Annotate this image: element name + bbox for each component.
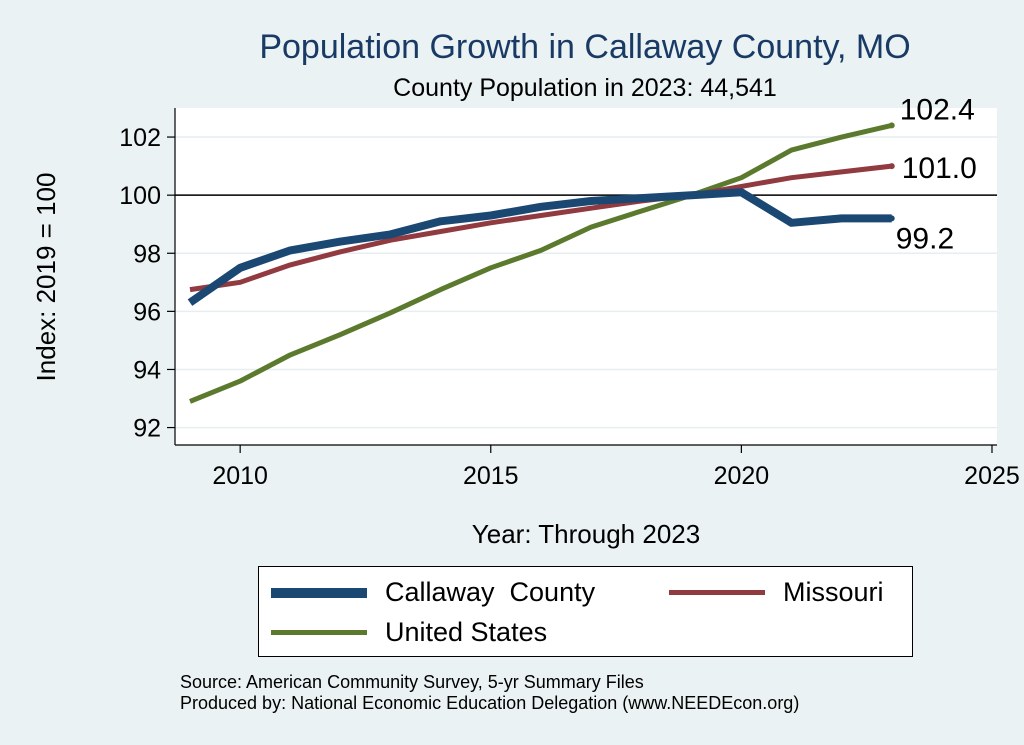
end-label-0: 99.2	[896, 222, 954, 255]
legend-item-us: United States	[271, 617, 547, 648]
series-endpoint-0	[888, 215, 895, 222]
chart-title: Population Growth in Callaway County, MO	[259, 28, 911, 66]
x-axis-label: Year: Through 2023	[472, 519, 700, 549]
legend-label-missouri: Missouri	[783, 577, 884, 607]
legend-item-callaway: Callaway County	[271, 577, 595, 608]
source-line: Source: American Community Survey, 5-yr …	[180, 672, 644, 692]
source-note: Source: American Community Survey, 5-yr …	[180, 672, 799, 714]
y-tick-label: 94	[133, 356, 161, 384]
series-line-1	[189, 163, 892, 293]
end-label-1: 101.0	[902, 152, 977, 185]
y-tick-label: 100	[119, 182, 161, 210]
y-tick-label: 92	[133, 415, 161, 443]
plot-area	[175, 108, 997, 445]
legend-label-us: United States	[385, 617, 548, 647]
chart-subtitle: County Population in 2023: 44,541	[393, 74, 777, 102]
y-tick-label: 102	[119, 124, 161, 152]
legend-label-callaway: Callaway County	[385, 577, 596, 607]
series-endpoint-2	[888, 122, 895, 129]
legend: Callaway County Missouri United States	[258, 566, 913, 657]
legend-swatch-us	[271, 630, 367, 635]
legend-swatch-missouri	[669, 590, 765, 595]
legend-item-missouri: Missouri	[669, 577, 884, 608]
series-line-0	[187, 188, 892, 306]
x-tick-label: 2025	[964, 462, 1020, 490]
series-line-2	[189, 122, 893, 404]
x-tick-label: 2015	[463, 462, 519, 490]
legend-swatch-callaway	[271, 587, 367, 598]
y-tick-label: 98	[133, 240, 161, 268]
end-label-2: 102.4	[900, 93, 975, 126]
producer-line: Produced by: National Economic Education…	[180, 693, 800, 713]
y-tick-label: 96	[133, 298, 161, 326]
series-endpoint-1	[888, 163, 895, 170]
y-axis-label: Index: 2019 = 100	[31, 173, 61, 382]
x-tick-label: 2020	[714, 462, 770, 490]
x-tick-label: 2010	[212, 462, 268, 490]
